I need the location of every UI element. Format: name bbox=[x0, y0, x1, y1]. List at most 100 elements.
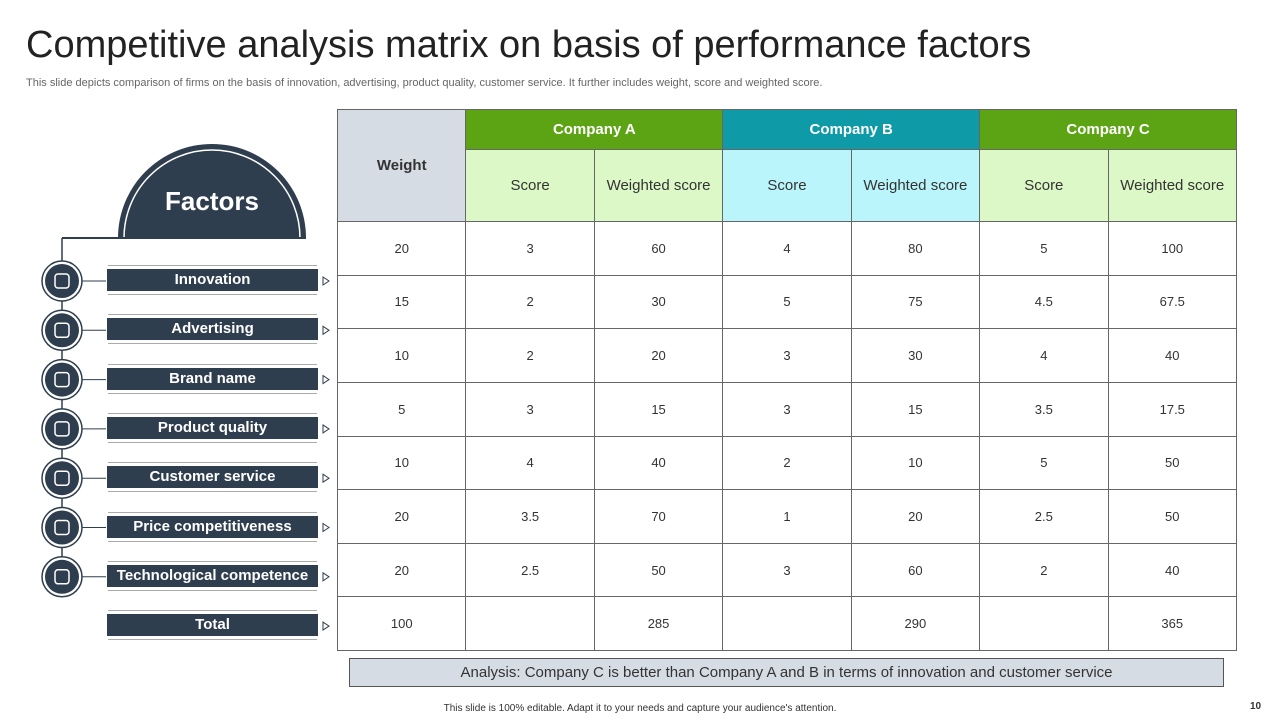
table-cell: 17.5 bbox=[1107, 381, 1238, 437]
factor-label: Technological competence bbox=[107, 564, 318, 587]
arrow bbox=[322, 621, 330, 632]
table-cell: 5 bbox=[979, 221, 1109, 276]
table-cell: 40 bbox=[1107, 542, 1238, 598]
table-cell: 10 bbox=[336, 435, 467, 491]
table-cell: 30 bbox=[593, 274, 724, 330]
icon bbox=[45, 411, 79, 446]
table-cell: 2.5 bbox=[465, 542, 595, 598]
company-header: Company A bbox=[465, 109, 724, 150]
table-cell: 3.5 bbox=[979, 381, 1109, 437]
factor-label: Advertising bbox=[107, 318, 318, 341]
table-cell: 2 bbox=[465, 328, 595, 383]
table-cell: 5 bbox=[722, 274, 852, 330]
table-cell: 5 bbox=[336, 381, 467, 437]
table-cell: 75 bbox=[850, 274, 981, 330]
table-cell: 20 bbox=[850, 489, 981, 544]
subtitle: This slide depicts comparison of firms o… bbox=[26, 77, 823, 89]
column-header: Weighted score bbox=[850, 149, 981, 222]
arrow bbox=[322, 473, 330, 484]
icon-glyph bbox=[54, 371, 70, 388]
table-cell: 15 bbox=[593, 381, 724, 437]
header-row: Weight Company A Company B Company C bbox=[336, 109, 1237, 222]
table-row: 15 2 30 5 75 4.5 67.5 bbox=[336, 274, 1238, 330]
table-cell: 100 bbox=[1107, 221, 1238, 276]
table-cell bbox=[722, 596, 852, 651]
factor-label: Price competitiveness bbox=[107, 515, 318, 538]
table-row: 20 3 60 4 80 5 100 bbox=[336, 221, 1238, 276]
icon bbox=[45, 362, 79, 397]
table-cell: 20 bbox=[336, 489, 467, 544]
table-cell: 290 bbox=[850, 596, 981, 651]
table-cell: 2 bbox=[722, 435, 852, 491]
footer: This slide is 100% editable. Adapt it to… bbox=[443, 703, 837, 714]
analysis: Analysis: Company C is better than Compa… bbox=[349, 658, 1224, 687]
table-cell: 60 bbox=[593, 221, 724, 276]
matrix-table: Weight Company A Company B Company C Score We… bbox=[336, 109, 1238, 651]
table-cell: 2.5 bbox=[979, 489, 1109, 544]
table-row: 20 3.5 70 1 20 2.5 50 bbox=[336, 489, 1238, 544]
icon-glyph bbox=[54, 322, 70, 339]
table-cell: 10 bbox=[336, 328, 467, 383]
table-cell: 20 bbox=[336, 221, 467, 276]
table-row: 10 2 20 3 30 4 40 bbox=[336, 328, 1238, 383]
table-cell: 15 bbox=[850, 381, 981, 437]
table-cell: 2 bbox=[465, 274, 595, 330]
table-cell: 80 bbox=[850, 221, 981, 276]
table-cell: 4.5 bbox=[979, 274, 1109, 330]
table-cell: 3 bbox=[465, 221, 595, 276]
factor-label: Innovation bbox=[107, 269, 318, 291]
table-cell: 60 bbox=[850, 542, 981, 598]
icon-glyph bbox=[54, 569, 70, 585]
column-header: Weighted score bbox=[593, 149, 724, 222]
icon-glyph bbox=[54, 421, 70, 437]
column-header: Score bbox=[979, 149, 1109, 222]
column-header: Weighted score bbox=[1107, 149, 1238, 222]
column-header: Score bbox=[722, 149, 852, 222]
factors-heading: Factors bbox=[165, 186, 259, 216]
factors-graphic bbox=[41, 144, 330, 632]
company-header: Company B bbox=[722, 109, 981, 150]
icon bbox=[45, 461, 79, 496]
table-cell: 50 bbox=[1107, 489, 1238, 544]
table-cell: 20 bbox=[336, 542, 467, 598]
factor-label: Product quality bbox=[107, 416, 318, 439]
table-row: 5 3 15 3 15 3.5 17.5 bbox=[336, 381, 1238, 437]
table-cell: 67.5 bbox=[1107, 274, 1238, 330]
table-cell: 3 bbox=[465, 381, 595, 437]
table-cell: 100 bbox=[336, 596, 467, 651]
icon bbox=[45, 313, 79, 348]
table-cell: 40 bbox=[593, 435, 724, 491]
page-number: 10 bbox=[1250, 701, 1262, 712]
table-cell: 4 bbox=[722, 221, 852, 276]
table-cell: 3 bbox=[722, 542, 852, 598]
table-cell: 3 bbox=[722, 381, 852, 437]
table-cell: 3.5 bbox=[465, 489, 595, 544]
arrow bbox=[322, 276, 330, 286]
icon bbox=[45, 264, 79, 298]
subheader-row: Score Weighted score Score Weighted score Sc… bbox=[338, 149, 1238, 222]
icon-glyph bbox=[54, 273, 70, 289]
factor-label: Brand name bbox=[107, 367, 318, 390]
arrow bbox=[322, 325, 330, 336]
factor-label: Total bbox=[107, 614, 318, 637]
table-cell: 1 bbox=[722, 489, 852, 544]
table-cell: 3 bbox=[722, 328, 852, 383]
weight-header: Weight bbox=[336, 109, 467, 222]
icon-glyph bbox=[54, 470, 70, 486]
table-cell: 4 bbox=[465, 435, 595, 491]
table-row: 20 2.5 50 3 60 2 40 bbox=[336, 542, 1238, 598]
table-cell: 4 bbox=[979, 328, 1109, 383]
arrow bbox=[322, 571, 330, 582]
table-cell: 2 bbox=[979, 542, 1109, 598]
title: Competitive analysis matrix on basis of … bbox=[26, 24, 1032, 66]
icon bbox=[45, 510, 79, 545]
icon-glyph bbox=[54, 519, 70, 536]
table-cell: 40 bbox=[1107, 328, 1238, 383]
table-cell: 30 bbox=[850, 328, 981, 383]
table-cell bbox=[465, 596, 595, 651]
arrow bbox=[322, 522, 330, 533]
table-row: 10 4 40 2 10 5 50 bbox=[336, 435, 1238, 491]
table-cell: 365 bbox=[1107, 596, 1238, 651]
table-cell: 50 bbox=[1107, 435, 1238, 491]
